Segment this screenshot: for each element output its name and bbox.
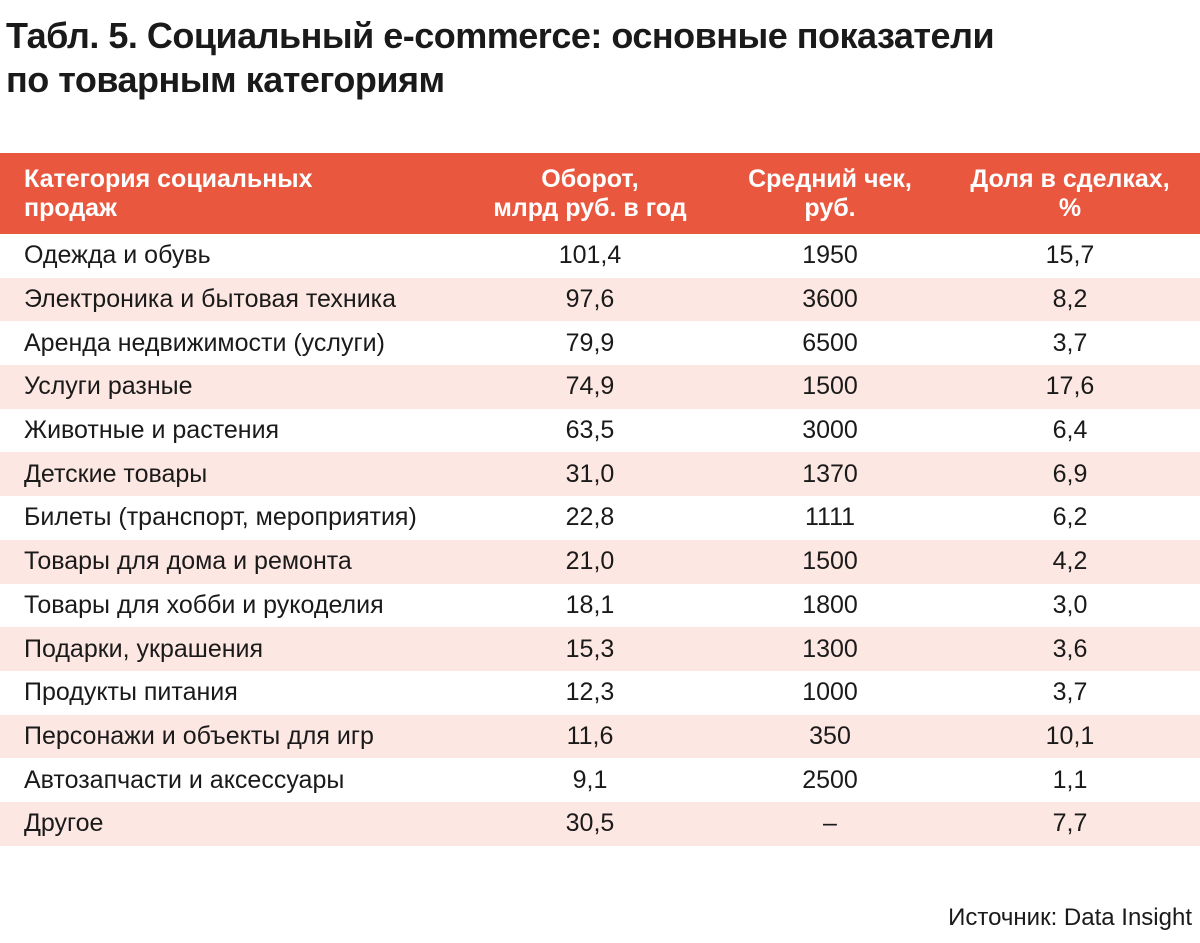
cell-avg-check: 2500 bbox=[802, 765, 858, 794]
cell-turnover: 12,3 bbox=[565, 678, 615, 707]
cell-turnover: 31,0 bbox=[565, 459, 615, 488]
cell-share: 3,6 bbox=[1052, 634, 1088, 663]
cell-category: Билеты (транспорт, мероприятия) bbox=[24, 503, 417, 532]
cell-category: Услуги разные bbox=[24, 372, 193, 401]
cell-category: Электроника и бытовая техника bbox=[24, 285, 397, 314]
header-avg-check-line2: руб. bbox=[804, 193, 856, 222]
cell-category: Детские товары bbox=[24, 459, 208, 488]
cell-share: 8,2 bbox=[1052, 285, 1088, 314]
table-row: Товары для дома и ремонта 21,0 1500 4,2 bbox=[0, 539, 1200, 584]
header-category-line2: продаж bbox=[24, 193, 117, 222]
header-category: Категория социальных продаж bbox=[0, 153, 460, 234]
cell-share: 6,2 bbox=[1052, 503, 1088, 532]
table-row: Электроника и бытовая техника 97,6 3600 … bbox=[0, 277, 1200, 322]
table-row: Автозапчасти и аксессуары 9,1 2500 1,1 bbox=[0, 758, 1200, 802]
cell-turnover: 9,1 bbox=[572, 765, 608, 794]
cell-share: 3,7 bbox=[1052, 678, 1088, 707]
cell-turnover: 74,9 bbox=[565, 372, 615, 401]
cell-avg-check: 1300 bbox=[802, 634, 858, 663]
header-avg-check: Средний чек, руб. bbox=[720, 153, 940, 234]
cell-category: Товары для хобби и рукоделия bbox=[24, 590, 384, 619]
cell-turnover: 101,4 bbox=[558, 241, 622, 270]
cell-turnover: 15,3 bbox=[565, 634, 615, 663]
cell-turnover: 30,5 bbox=[565, 809, 615, 838]
cell-share: 3,7 bbox=[1052, 328, 1088, 357]
header-category-line1: Категория социальных bbox=[24, 164, 313, 193]
table-row: Животные и растения 63,5 3000 6,4 bbox=[0, 408, 1200, 453]
cell-avg-check: 1000 bbox=[802, 678, 858, 707]
cell-turnover: 63,5 bbox=[565, 416, 615, 445]
table-row: Услуги разные 74,9 1500 17,6 bbox=[0, 365, 1200, 409]
cell-share: 15,7 bbox=[1045, 241, 1095, 270]
cell-avg-check: 350 bbox=[809, 721, 851, 750]
cell-turnover: 11,6 bbox=[566, 721, 614, 750]
cell-avg-check: 1111 bbox=[804, 503, 856, 532]
cell-category: Товары для дома и ремонта bbox=[24, 547, 352, 576]
cell-category: Продукты питания bbox=[24, 678, 238, 707]
cell-share: 3,0 bbox=[1052, 590, 1088, 619]
cell-avg-check: – bbox=[823, 809, 837, 838]
table-header-row: Категория социальных продаж Оборот, млрд… bbox=[0, 153, 1200, 234]
table-row: Аренда недвижимости (услуги) 79,9 6500 3… bbox=[0, 321, 1200, 366]
table-row: Продукты питания 12,3 1000 3,7 bbox=[0, 670, 1200, 715]
cell-turnover: 79,9 bbox=[565, 328, 615, 357]
cell-share: 17,6 bbox=[1045, 372, 1095, 401]
cell-share: 10,1 bbox=[1045, 721, 1095, 750]
cell-avg-check: 1950 bbox=[802, 241, 858, 270]
cell-category: Подарки, украшения bbox=[24, 634, 264, 663]
data-table: Категория социальных продаж Оборот, млрд… bbox=[0, 153, 1200, 846]
cell-avg-check: 1370 bbox=[802, 459, 858, 488]
cell-category: Аренда недвижимости (услуги) bbox=[24, 328, 385, 357]
cell-avg-check: 3000 bbox=[802, 416, 858, 445]
table-row: Билеты (транспорт, мероприятия) 22,8 111… bbox=[0, 496, 1200, 540]
cell-share: 6,9 bbox=[1052, 459, 1088, 488]
source-note: Источник: Data Insight bbox=[948, 904, 1192, 931]
cell-category: Другое bbox=[24, 809, 104, 838]
header-turnover-line1: Оборот, bbox=[541, 164, 639, 193]
header-turnover-line2: млрд руб. в год bbox=[493, 193, 687, 222]
table-row: Другое 30,5 – 7,7 bbox=[0, 801, 1200, 846]
header-avg-check-line1: Средний чек, bbox=[748, 164, 912, 193]
cell-turnover: 21,0 bbox=[565, 547, 615, 576]
table-row: Детские товары 31,0 1370 6,9 bbox=[0, 452, 1200, 497]
table-row: Одежда и обувь 101,4 1950 15,7 bbox=[0, 234, 1200, 278]
cell-avg-check: 3600 bbox=[802, 285, 858, 314]
table-title-line2: по товарным категориям bbox=[6, 59, 445, 100]
header-turnover: Оборот, млрд руб. в год bbox=[460, 153, 720, 234]
cell-share: 6,4 bbox=[1052, 416, 1088, 445]
cell-category: Одежда и обувь bbox=[24, 241, 211, 270]
cell-share: 7,7 bbox=[1052, 809, 1088, 838]
table-row: Персонажи и объекты для игр 11,6 350 10,… bbox=[0, 714, 1200, 759]
header-share-line2: % bbox=[1058, 193, 1082, 222]
cell-category: Автозапчасти и аксессуары bbox=[24, 765, 345, 794]
table-row: Подарки, украшения 15,3 1300 3,6 bbox=[0, 627, 1200, 671]
table-row: Товары для хобби и рукоделия 18,1 1800 3… bbox=[0, 583, 1200, 628]
cell-category: Персонажи и объекты для игр bbox=[24, 721, 374, 750]
cell-share: 4,2 bbox=[1052, 547, 1088, 576]
cell-avg-check: 1500 bbox=[802, 372, 858, 401]
cell-turnover: 18,1 bbox=[565, 590, 615, 619]
cell-avg-check: 1500 bbox=[802, 547, 858, 576]
table-title: Табл. 5. Социальный e-commerce: основные… bbox=[6, 14, 1186, 102]
cell-category: Животные и растения bbox=[24, 416, 280, 445]
header-share-line1: Доля в сделках, bbox=[970, 164, 1170, 193]
table-title-line1: Табл. 5. Социальный e-commerce: основные… bbox=[6, 15, 995, 56]
cell-share: 1,1 bbox=[1052, 765, 1088, 794]
cell-turnover: 97,6 bbox=[565, 285, 615, 314]
cell-avg-check: 6500 bbox=[802, 328, 858, 357]
header-share: Доля в сделках, % bbox=[940, 153, 1200, 234]
cell-turnover: 22,8 bbox=[565, 503, 615, 532]
cell-avg-check: 1800 bbox=[802, 590, 858, 619]
